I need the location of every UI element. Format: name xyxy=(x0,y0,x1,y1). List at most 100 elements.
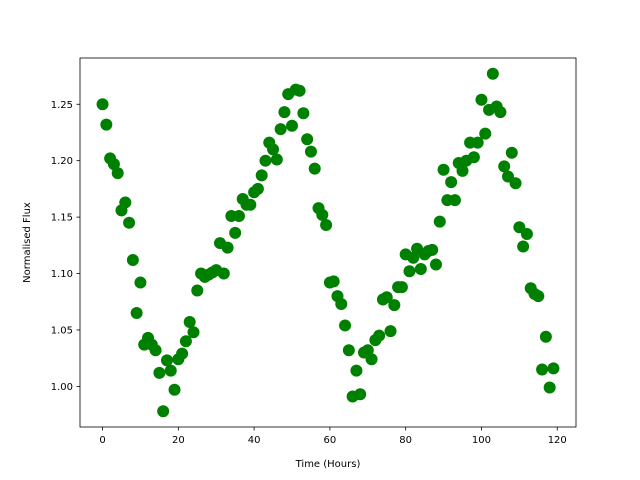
data-point xyxy=(286,119,299,132)
data-point xyxy=(539,330,552,343)
data-point xyxy=(437,163,450,176)
data-point xyxy=(448,194,461,207)
x-tick: 60 xyxy=(324,427,337,446)
data-point xyxy=(270,153,283,166)
data-point xyxy=(342,344,355,357)
x-tick-label: 80 xyxy=(399,435,412,446)
data-point xyxy=(335,298,348,310)
x-tick-label: 60 xyxy=(324,435,337,446)
y-tick-label: 1.10 xyxy=(51,269,73,280)
data-point xyxy=(365,353,378,366)
data-point xyxy=(509,177,522,190)
data-point xyxy=(327,275,340,288)
data-point xyxy=(255,169,268,182)
y-tick: 1.15 xyxy=(51,213,80,224)
data-point xyxy=(380,291,393,304)
data-point xyxy=(543,381,556,394)
x-tick-label: 120 xyxy=(548,435,567,446)
data-point xyxy=(532,290,545,303)
data-point xyxy=(354,388,367,401)
data-point xyxy=(217,267,230,280)
data-point xyxy=(119,196,132,209)
data-point xyxy=(297,107,310,120)
y-tick: 1.20 xyxy=(51,156,80,167)
data-point xyxy=(536,363,549,376)
x-tick: 80 xyxy=(399,427,412,446)
data-point xyxy=(339,319,352,332)
data-point xyxy=(547,362,560,375)
x-tick: 100 xyxy=(472,427,491,446)
data-point xyxy=(130,307,143,320)
data-point xyxy=(479,127,492,140)
data-point xyxy=(403,265,416,278)
data-point xyxy=(244,198,257,211)
data-point xyxy=(278,106,291,119)
y-tick-label: 1.15 xyxy=(51,213,73,224)
data-point xyxy=(301,133,314,146)
data-point xyxy=(388,299,401,312)
data-point xyxy=(267,143,280,156)
data-point xyxy=(100,118,113,131)
data-point xyxy=(426,243,439,256)
data-point xyxy=(191,284,204,297)
data-point xyxy=(259,154,272,167)
data-point xyxy=(183,316,196,329)
data-point xyxy=(153,366,166,379)
data-point xyxy=(395,281,408,294)
data-point xyxy=(361,344,374,357)
data-point xyxy=(456,164,469,177)
data-point xyxy=(407,251,420,264)
x-tick-label: 0 xyxy=(99,435,105,446)
data-point xyxy=(179,335,192,348)
data-point xyxy=(274,123,287,136)
data-point xyxy=(149,344,162,357)
y-axis-label: Normalised Flux xyxy=(22,202,33,283)
data-point xyxy=(251,182,264,195)
x-tick: 20 xyxy=(172,427,185,446)
data-point xyxy=(96,98,109,111)
data-point xyxy=(414,263,427,276)
data-point xyxy=(445,176,458,189)
data-point xyxy=(111,167,124,180)
data-point xyxy=(433,215,446,228)
data-point xyxy=(134,276,147,289)
data-point xyxy=(168,383,181,396)
data-point xyxy=(308,162,321,175)
data-point xyxy=(107,158,120,171)
x-tick: 0 xyxy=(99,427,106,446)
x-axis-label: Time (Hours) xyxy=(295,459,361,470)
data-point xyxy=(320,219,333,232)
x-tick-label: 40 xyxy=(248,435,261,446)
data-point xyxy=(475,93,488,106)
data-point xyxy=(160,354,173,367)
data-point xyxy=(157,405,170,418)
data-point xyxy=(126,253,139,266)
data-point xyxy=(123,216,136,229)
data-point xyxy=(429,258,442,271)
data-point xyxy=(471,136,484,149)
y-tick-label: 1.20 xyxy=(51,156,73,167)
data-points xyxy=(96,67,560,418)
data-point xyxy=(176,347,189,360)
data-point xyxy=(517,240,530,253)
y-tick-label: 1.05 xyxy=(51,325,73,336)
y-tick: 1.00 xyxy=(51,382,80,393)
data-point xyxy=(505,146,518,159)
data-point xyxy=(520,228,533,241)
data-point xyxy=(498,160,511,173)
data-point xyxy=(221,241,234,254)
data-point xyxy=(384,325,397,338)
x-tick-label: 20 xyxy=(172,435,185,446)
data-point xyxy=(467,151,480,164)
y-tick: 1.10 xyxy=(51,269,80,280)
data-point xyxy=(232,209,245,222)
data-point xyxy=(350,364,363,377)
axes-frame xyxy=(79,57,577,428)
y-tick-label: 1.25 xyxy=(51,100,73,111)
x-tick-label: 100 xyxy=(472,435,491,446)
data-point xyxy=(164,364,177,377)
y-tick: 1.05 xyxy=(51,325,80,336)
data-point xyxy=(373,329,386,342)
x-tick: 40 xyxy=(248,427,261,446)
